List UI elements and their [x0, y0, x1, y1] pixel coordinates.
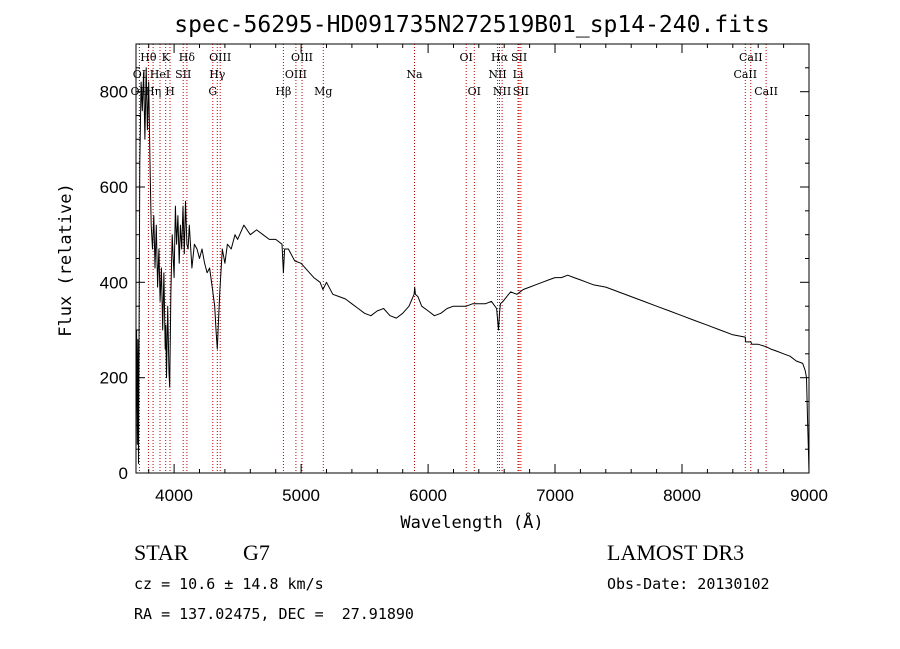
- y-tick-label: 600: [100, 178, 128, 197]
- x-tick-label: 4000: [155, 486, 193, 505]
- line-label: Hβ: [275, 85, 291, 98]
- line-label: Hθ: [140, 51, 157, 64]
- y-tick-label: 0: [119, 464, 128, 483]
- line-label: NII: [488, 68, 506, 81]
- line-label: Hδ: [179, 51, 196, 64]
- plot-frame: [135, 43, 810, 474]
- line-label: OI: [468, 85, 481, 98]
- coordinates: RA = 137.02475, DEC = 27.91890: [134, 605, 414, 623]
- line-label: OIII: [209, 51, 231, 64]
- line-label: HeI: [150, 68, 170, 81]
- x-axis-ticks: 4000 5000 6000 7000 8000 9000: [148, 44, 828, 505]
- x-tick-label: 9000: [790, 486, 828, 505]
- x-axis-label: Wavelength (Å): [400, 511, 543, 533]
- line-label: Mg: [314, 85, 332, 98]
- line-markers-group: [138, 44, 767, 473]
- line-label: OIII: [291, 51, 313, 64]
- y-tick-label: 200: [100, 369, 128, 388]
- line-label: H: [165, 85, 175, 98]
- x-tick-label: 7000: [536, 486, 574, 505]
- line-label: OIII: [285, 68, 307, 81]
- x-tick-label: 5000: [282, 486, 320, 505]
- line-label: CaII: [754, 85, 778, 98]
- line-label: SII: [511, 51, 527, 64]
- line-label: Li: [513, 68, 524, 81]
- line-label: CaII: [733, 68, 757, 81]
- object-type: STAR: [134, 540, 189, 565]
- redshift-text: cz = 10.6 ± 14.8 km/s: [134, 575, 324, 593]
- line-label: Hγ: [209, 68, 226, 81]
- line-label: Hη: [145, 85, 161, 98]
- y-tick-label: 800: [100, 83, 128, 102]
- y-axis-ticks: 0 200 400 600 800: [100, 67, 809, 483]
- obs-date: Obs-Date: 20130102: [607, 575, 770, 593]
- y-axis-label: Flux (relative): [56, 183, 76, 337]
- line-label: CaII: [739, 51, 763, 64]
- y-tick-label: 400: [100, 273, 128, 292]
- line-label: OI: [460, 51, 473, 64]
- line-label: SII: [175, 68, 191, 81]
- survey-name: LAMOST DR3: [607, 540, 745, 565]
- line-label: Na: [406, 68, 423, 81]
- x-tick-label: 6000: [409, 486, 447, 505]
- line-label: K: [162, 51, 171, 64]
- line-label: SII: [513, 85, 529, 98]
- x-tick-label: 8000: [663, 486, 701, 505]
- line-label: Hα: [491, 51, 509, 64]
- line-label: G: [208, 85, 217, 98]
- spectrum-line: [135, 67, 810, 474]
- chart-title: spec-56295-HD091735N272519B01_sp14-240.f…: [174, 12, 769, 38]
- line-label: NII: [493, 85, 511, 98]
- spectral-subclass: G7: [243, 540, 270, 565]
